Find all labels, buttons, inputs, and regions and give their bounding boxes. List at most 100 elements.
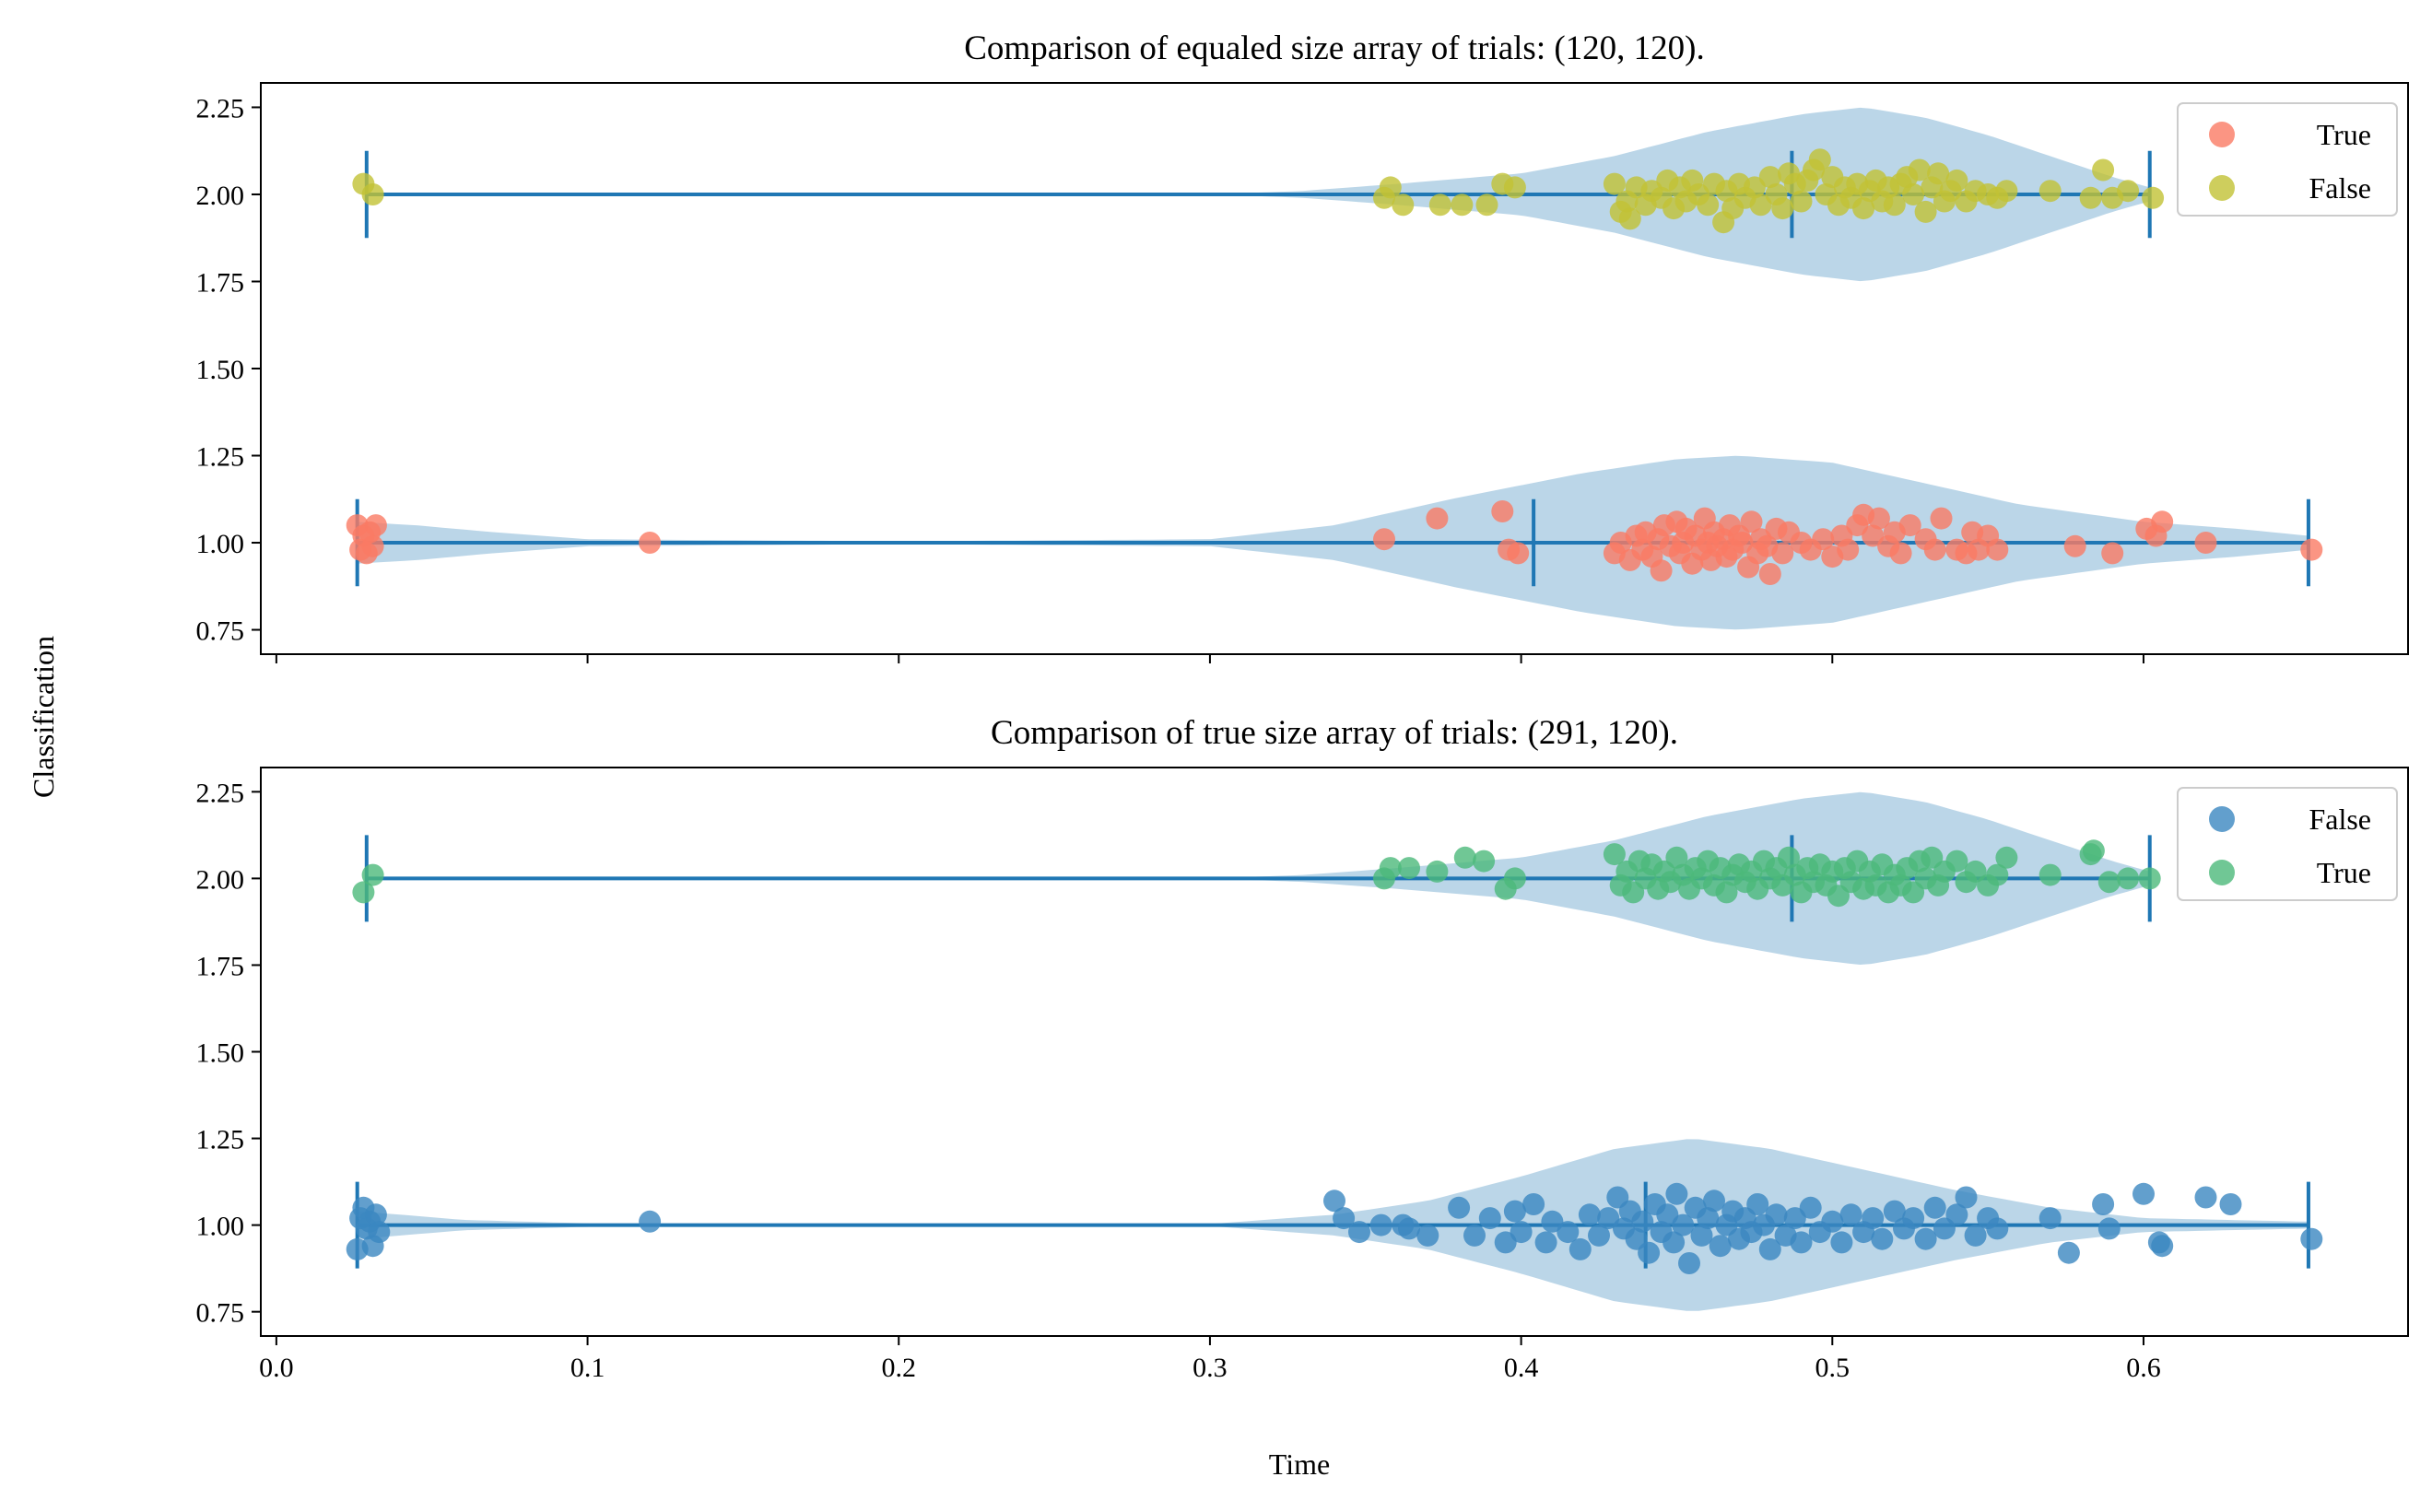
data-point	[1503, 176, 1526, 199]
legend-marker	[2209, 122, 2235, 147]
data-point	[361, 534, 384, 557]
data-point	[1783, 1207, 1806, 1230]
data-point	[1964, 1224, 1987, 1247]
y-tick-label: 1.00	[196, 529, 245, 559]
data-point	[1348, 1221, 1370, 1244]
data-point	[1898, 514, 1921, 537]
y-tick-label: 1.25	[196, 1125, 245, 1155]
legend-marker	[2209, 860, 2235, 885]
data-point	[1771, 542, 1794, 565]
data-point	[1837, 538, 1860, 561]
x-tick-label: 0.6	[2126, 1353, 2161, 1383]
data-point	[2038, 1207, 2062, 1230]
data-point	[1790, 1231, 1813, 1254]
data-point	[1392, 193, 1415, 217]
data-point	[1743, 176, 1766, 199]
data-point	[1428, 193, 1451, 217]
data-point	[1690, 1224, 1713, 1247]
y-tick-label: 1.50	[196, 1038, 245, 1069]
data-point	[352, 881, 375, 904]
data-point	[2038, 863, 2062, 886]
x-axis-label: Time	[1269, 1448, 1330, 1481]
legend-marker	[2209, 806, 2235, 832]
data-point	[2194, 532, 2217, 554]
data-point	[1665, 1182, 1688, 1205]
data-point	[364, 514, 387, 537]
data-point	[1534, 1231, 1557, 1254]
data-point	[2097, 871, 2121, 894]
data-point	[1379, 857, 1402, 880]
data-point	[2079, 186, 2102, 209]
data-point	[1867, 507, 1890, 530]
data-point	[1697, 193, 1720, 217]
data-point	[1758, 1237, 1781, 1260]
y-tick-label: 2.00	[196, 864, 245, 895]
data-point	[1578, 1203, 1601, 1226]
data-point	[1930, 507, 1953, 530]
data-point	[2300, 1227, 2323, 1250]
data-point	[1986, 538, 2009, 561]
data-point	[1746, 1193, 1769, 1215]
data-point	[1503, 867, 1526, 890]
x-tick-label: 0.3	[1193, 1353, 1228, 1383]
data-point	[639, 1210, 662, 1233]
data-point	[1758, 166, 1781, 189]
data-point	[1426, 860, 1449, 883]
data-point	[1883, 193, 1906, 217]
data-point	[1475, 193, 1498, 217]
data-point	[2138, 867, 2161, 890]
data-point	[1945, 169, 1968, 192]
data-point	[1790, 190, 1813, 213]
data-point	[1494, 1231, 1517, 1254]
data-point	[1503, 1200, 1526, 1223]
data-point	[1491, 500, 1514, 522]
data-point	[2219, 1193, 2242, 1215]
data-point	[1889, 542, 1912, 565]
x-tick-label: 0.0	[259, 1353, 294, 1383]
data-point	[1398, 1217, 1420, 1240]
data-point	[1923, 1196, 1946, 1219]
data-point	[1749, 193, 1772, 217]
data-point	[1862, 1207, 1885, 1230]
data-point	[1945, 1203, 1968, 1226]
y-tick-label: 0.75	[196, 616, 245, 647]
data-point	[1812, 528, 1835, 551]
data-point	[1665, 846, 1688, 869]
data-point	[2057, 1241, 2080, 1264]
data-point	[2117, 180, 2140, 203]
data-point	[1703, 1190, 1725, 1213]
y-tick-label: 0.75	[196, 1298, 245, 1329]
chart-title: Comparison of true size array of trials:…	[991, 714, 1678, 752]
data-point	[2082, 839, 2105, 862]
y-tick-label: 2.25	[196, 93, 245, 123]
data-point	[1451, 193, 1474, 217]
data-point	[1955, 1186, 1978, 1209]
data-point	[1398, 857, 1420, 880]
data-point	[1945, 850, 1968, 873]
y-tick-label: 1.50	[196, 355, 245, 385]
data-point	[1473, 850, 1496, 873]
data-point	[1662, 1231, 1686, 1254]
data-point	[2063, 534, 2086, 557]
data-point	[1808, 148, 1831, 171]
data-point	[1588, 1224, 1610, 1247]
data-point	[2092, 1193, 2115, 1215]
bottom-panel: Comparison of true size array of trials:…	[196, 714, 2409, 1383]
data-point	[1369, 1213, 1392, 1237]
data-point	[1510, 1221, 1533, 1244]
y-axis-label: Classification	[27, 636, 60, 798]
data-point	[1778, 846, 1800, 869]
data-point	[1731, 532, 1754, 554]
data-point	[2117, 867, 2140, 890]
chart-title: Comparison of equaled size array of tria…	[964, 29, 1705, 67]
data-point	[1522, 1193, 1545, 1215]
data-point	[1631, 1210, 1654, 1233]
y-tick-label: 2.00	[196, 181, 245, 211]
data-point	[1541, 1210, 1564, 1233]
data-point	[1416, 1224, 1439, 1247]
data-point	[364, 1203, 387, 1226]
data-point	[1740, 510, 1763, 533]
data-point	[1923, 538, 1946, 561]
data-point	[1986, 1217, 2009, 1240]
data-point	[1603, 172, 1626, 195]
